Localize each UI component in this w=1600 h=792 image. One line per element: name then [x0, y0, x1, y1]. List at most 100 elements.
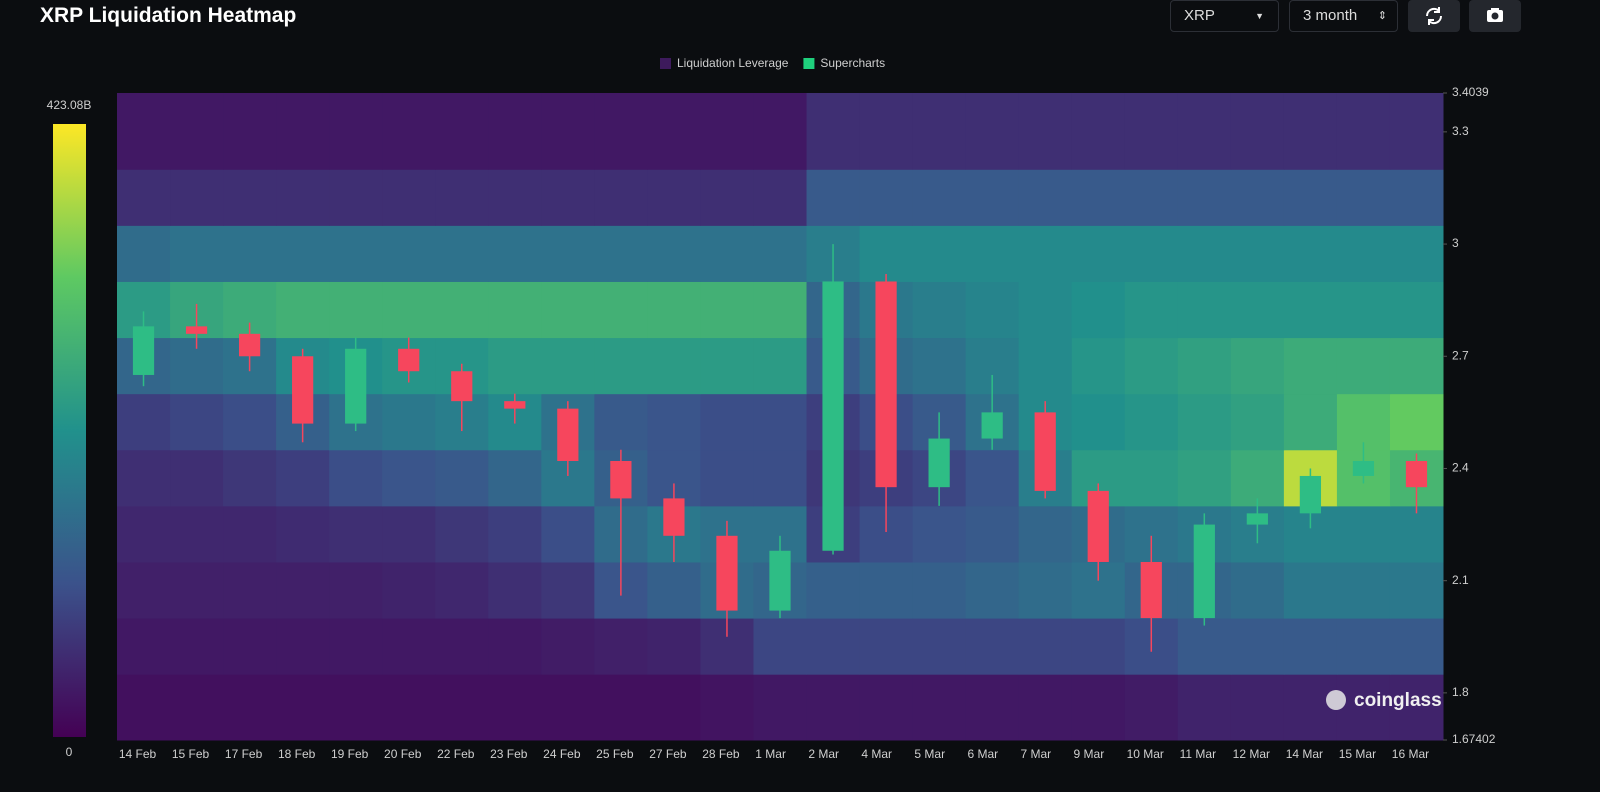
dropdown-arrow: ▼ [1255, 11, 1264, 21]
heatmap-cell [223, 225, 277, 282]
heatmap-cell [1177, 449, 1232, 507]
heatmap-cell [965, 561, 1020, 619]
heatmap-cell [859, 93, 914, 170]
heatmap-cell [1177, 225, 1232, 282]
candle-body [1352, 460, 1375, 476]
heatmap-cell [912, 225, 967, 282]
heatmap-cell [1389, 393, 1444, 451]
heatmap-cell [1283, 281, 1338, 339]
heatmap-cell [1230, 561, 1285, 619]
refresh-button[interactable] [1408, 0, 1460, 32]
x-tick-label: 23 Feb [490, 747, 528, 761]
heatmap-cell [1230, 169, 1285, 226]
colorbar [53, 124, 86, 737]
heatmap-cell [1124, 449, 1179, 507]
heatmap-cell [329, 674, 383, 741]
heatmap-cell [1071, 674, 1126, 741]
heatmap-cell [1389, 505, 1444, 563]
heatmap-cell [753, 393, 808, 451]
heatmap-cell [276, 93, 330, 170]
screenshot-button[interactable] [1469, 0, 1521, 32]
x-tick-label: 15 Feb [172, 747, 210, 761]
heatmap-cell [965, 449, 1020, 507]
heatmap-cell [117, 674, 171, 741]
heatmap-cell [276, 169, 330, 226]
heatmap-cell [859, 169, 914, 226]
heatmap-cell [488, 169, 542, 226]
x-tick-label: 16 Mar [1392, 747, 1429, 761]
heatmap-cell [1071, 281, 1126, 339]
range-select[interactable]: 3 month ⇕ [1289, 0, 1398, 32]
heatmap-cell [859, 561, 914, 619]
heatmap-cell [488, 674, 542, 741]
heatmap-cell [1389, 618, 1444, 675]
heatmap-cell [488, 281, 542, 339]
heatmap-cell [382, 169, 436, 226]
heatmap-cell [912, 281, 967, 339]
heatmap-cell [223, 561, 277, 619]
heatmap-cell [1124, 93, 1179, 170]
heatmap-cell [541, 561, 595, 619]
heatmap-cell [541, 674, 595, 741]
heatmap-cell [1177, 169, 1232, 226]
heatmap-cell [1230, 674, 1285, 741]
heatmap-cell [1283, 93, 1338, 170]
heatmap-cell [753, 337, 808, 395]
heatmap-cell [1336, 505, 1391, 563]
heatmap-cell [700, 225, 754, 282]
candle-body [504, 401, 526, 409]
candle-body [1087, 490, 1109, 562]
candle-body [822, 281, 844, 551]
candle-body [398, 348, 420, 372]
x-tick-label: 10 Mar [1127, 747, 1164, 761]
heatmap-cell [329, 449, 383, 507]
heatmap-cell [1124, 393, 1179, 451]
heatmap-cell [382, 281, 436, 339]
heatmap-cell [647, 225, 701, 282]
heatmap-cell [488, 449, 542, 507]
heatmap-cell [223, 674, 277, 741]
heatmap-cell [382, 674, 436, 741]
x-tick-label: 18 Feb [278, 747, 316, 761]
heatmap-cell [965, 225, 1020, 282]
heatmap-cell [117, 505, 171, 563]
heatmap-cell [1336, 169, 1391, 226]
heatmap-cell [912, 561, 967, 619]
heatmap-cell [700, 93, 754, 170]
heatmap-cell [1283, 561, 1338, 619]
heatmap-cell [541, 225, 595, 282]
heatmap-cell [700, 674, 754, 741]
heatmap-cell [170, 618, 224, 675]
heatmap-cell [753, 281, 808, 339]
symbol-select[interactable]: XRP ▼ [1170, 0, 1279, 32]
x-tick-label: 25 Feb [596, 747, 634, 761]
candle-body [1034, 412, 1056, 491]
heatmap-cell [117, 393, 171, 451]
heatmap-cell [912, 169, 967, 226]
heatmap-cell [806, 561, 861, 619]
heatmap-cell [806, 674, 861, 741]
heatmap-cell [170, 169, 224, 226]
heatmap-cell [912, 674, 967, 741]
candle-body [238, 333, 261, 357]
heatmap-cell [1018, 674, 1073, 741]
heatmap-cell [488, 561, 542, 619]
x-tick-label: 19 Feb [331, 747, 369, 761]
heatmap-cell [117, 225, 171, 282]
heatmap-cell [753, 674, 808, 741]
heatmap-cell [859, 618, 914, 675]
heatmap-cell [965, 281, 1020, 339]
candle-body [1299, 475, 1322, 514]
candle-body [185, 326, 208, 334]
heatmap-cell [1283, 337, 1338, 395]
candle-body [1405, 460, 1428, 488]
legend-swatch [803, 58, 815, 69]
heatmap-cell [276, 561, 330, 619]
heatmap-cell [223, 393, 277, 451]
heatmap-cell [1230, 93, 1285, 170]
x-tick-label: 28 Feb [702, 747, 740, 761]
heatmap-cell [117, 561, 171, 619]
candle-body [875, 281, 897, 488]
heatmap-cell [488, 618, 542, 675]
heatmap-cell [488, 225, 542, 282]
